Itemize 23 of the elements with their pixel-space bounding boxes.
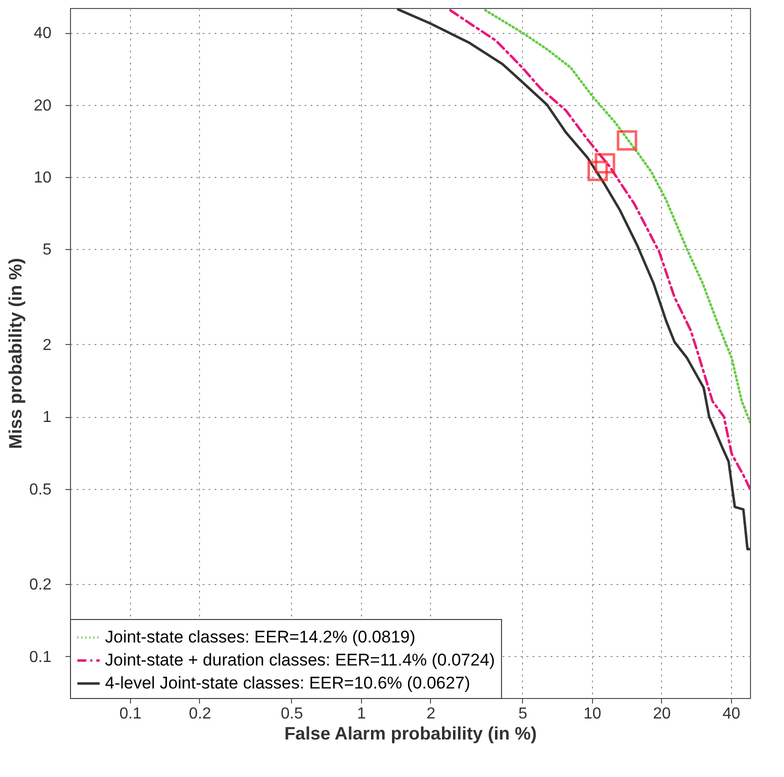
y-tick-label: 1	[42, 409, 52, 426]
x-tick-label: 20	[652, 706, 671, 722]
y-tick-label: 2	[42, 336, 52, 354]
x-tick-label: 40	[722, 706, 740, 722]
y-tick-label: 0.5	[29, 481, 52, 498]
x-tick-label: 2	[426, 706, 436, 722]
y-tick-label: 5	[42, 242, 52, 259]
x-tick-label: 0.2	[188, 706, 212, 722]
y-tick-label: 0.1	[29, 648, 52, 666]
x-tick-label: 1	[356, 706, 366, 722]
legend-label: Joint-state + duration classes: EER=11.4% (0.0724)	[105, 650, 495, 670]
legend-label: Joint-state classes: EER=14.2% (0.0819)	[105, 628, 416, 646]
x-tick-label: 0.5	[280, 706, 304, 722]
y-tick-label: 40	[34, 25, 52, 42]
x-tick-label: 0.1	[119, 706, 142, 722]
y-tick-label: 20	[34, 97, 52, 114]
x-axis-title: False Alarm probability (in %)	[284, 724, 537, 744]
x-tick-label: 5	[518, 706, 528, 722]
legend-label: 4-level Joint-state classes: EER=10.6% (0.0627)	[105, 674, 470, 692]
x-tick-label: 10	[583, 706, 602, 722]
y-axis-title: Miss probability (in %)	[5, 258, 26, 450]
y-tick-label: 10	[34, 169, 52, 186]
y-tick-label: 0.2	[29, 576, 52, 594]
